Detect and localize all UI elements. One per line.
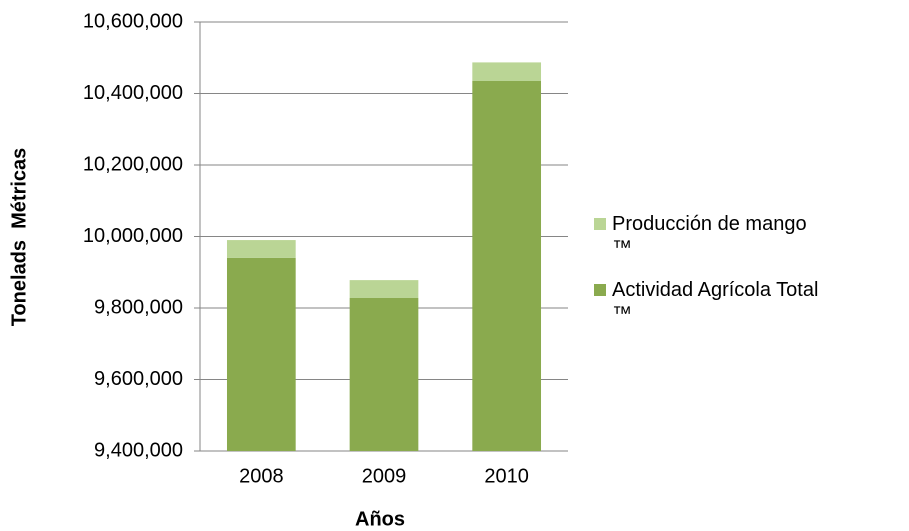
legend-item: Producción de mango ™ bbox=[594, 212, 909, 260]
bar-segment bbox=[226, 240, 296, 258]
bar-segment bbox=[349, 280, 419, 298]
legend: Producción de mango ™ Actividad Agrícola … bbox=[594, 212, 909, 344]
bar-segment bbox=[472, 62, 542, 81]
x-tick-label: 2008 bbox=[239, 465, 284, 487]
y-tick-label: 10,200,000 bbox=[83, 153, 183, 175]
legend-item: Actividad Agrícola Total ™ bbox=[594, 278, 909, 326]
y-tick-label: 9,400,000 bbox=[94, 439, 183, 461]
legend-swatch bbox=[594, 284, 606, 296]
y-tick-label: 9,600,000 bbox=[94, 368, 183, 390]
y-tick-label: 10,400,000 bbox=[83, 82, 183, 104]
y-tick-label: 10,600,000 bbox=[83, 10, 183, 32]
legend-label: Actividad Agrícola Total ™ bbox=[612, 279, 819, 325]
bar-segment bbox=[226, 257, 296, 451]
bar-segment bbox=[472, 80, 542, 452]
x-axis-title: Años bbox=[355, 508, 405, 530]
y-tick-label: 10,000,000 bbox=[83, 225, 183, 247]
x-tick-label: 2009 bbox=[362, 465, 407, 487]
y-axis-title: Tonelads Métricas bbox=[8, 148, 30, 327]
bar-segment bbox=[349, 297, 419, 451]
legend-swatch bbox=[594, 218, 606, 230]
y-tick-label: 9,800,000 bbox=[94, 296, 183, 318]
x-tick-label: 2010 bbox=[484, 465, 529, 487]
legend-label: Producción de mango ™ bbox=[612, 213, 807, 259]
